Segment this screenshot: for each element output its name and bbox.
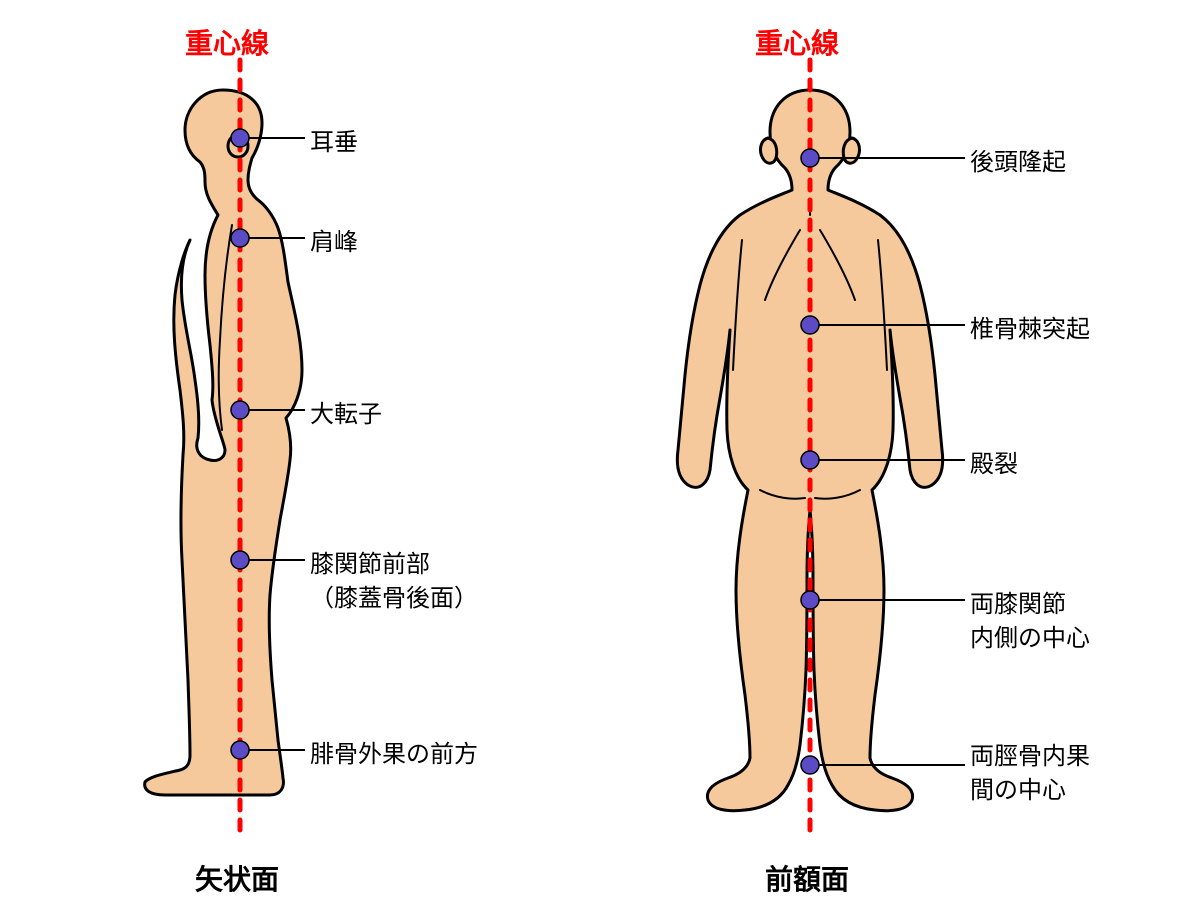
cog-title-frontal: 重心線 [755, 22, 839, 62]
sagittal-svg [0, 0, 600, 918]
caption-frontal: 前額面 [765, 858, 849, 898]
landmark-point [801, 149, 819, 167]
landmark-label: 殿裂 [970, 448, 1018, 482]
landmark-label: 大転子 [310, 398, 382, 432]
caption-sagittal: 矢状面 [195, 858, 279, 898]
landmark-label: 肩峰 [310, 226, 358, 260]
landmark-point [231, 129, 249, 147]
landmark-label: 膝関節前部（膝蓋骨後面） [310, 548, 478, 615]
landmark-point [231, 401, 249, 419]
frontal-ear-left [761, 138, 777, 163]
landmark-label: 耳垂 [310, 126, 358, 160]
landmark-label: 後頭隆起 [970, 146, 1066, 180]
landmark-label: 両膝関節内側の中心 [970, 588, 1090, 655]
cog-title-sagittal: 重心線 [185, 22, 269, 62]
landmark-point [801, 756, 819, 774]
landmark-point [801, 591, 819, 609]
landmark-point [231, 741, 249, 759]
frontal-ear-right [843, 138, 859, 163]
landmark-point [231, 551, 249, 569]
sagittal-panel: 重心線 矢状面 耳垂肩峰大転子膝関節前部（膝蓋骨後面） 腓骨外果の前方 [0, 0, 600, 918]
landmark-label: 椎骨棘突起 [970, 313, 1090, 347]
sagittal-body-outline [145, 90, 302, 795]
landmark-point [801, 451, 819, 469]
frontal-svg [600, 0, 1200, 918]
landmark-point [231, 229, 249, 247]
landmark-label: 腓骨外果の前方 [310, 738, 478, 772]
landmark-point [801, 316, 819, 334]
frontal-panel: 重心線 前額面 後頭隆起椎骨棘突起殿裂両膝関節内側の中心両脛骨内果間の中心 [600, 0, 1200, 918]
landmark-label: 両脛骨内果間の中心 [970, 740, 1090, 807]
